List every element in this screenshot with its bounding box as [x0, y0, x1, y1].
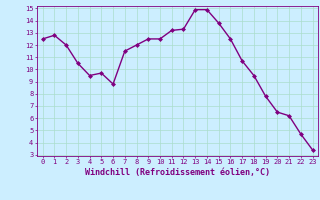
X-axis label: Windchill (Refroidissement éolien,°C): Windchill (Refroidissement éolien,°C) — [85, 168, 270, 177]
